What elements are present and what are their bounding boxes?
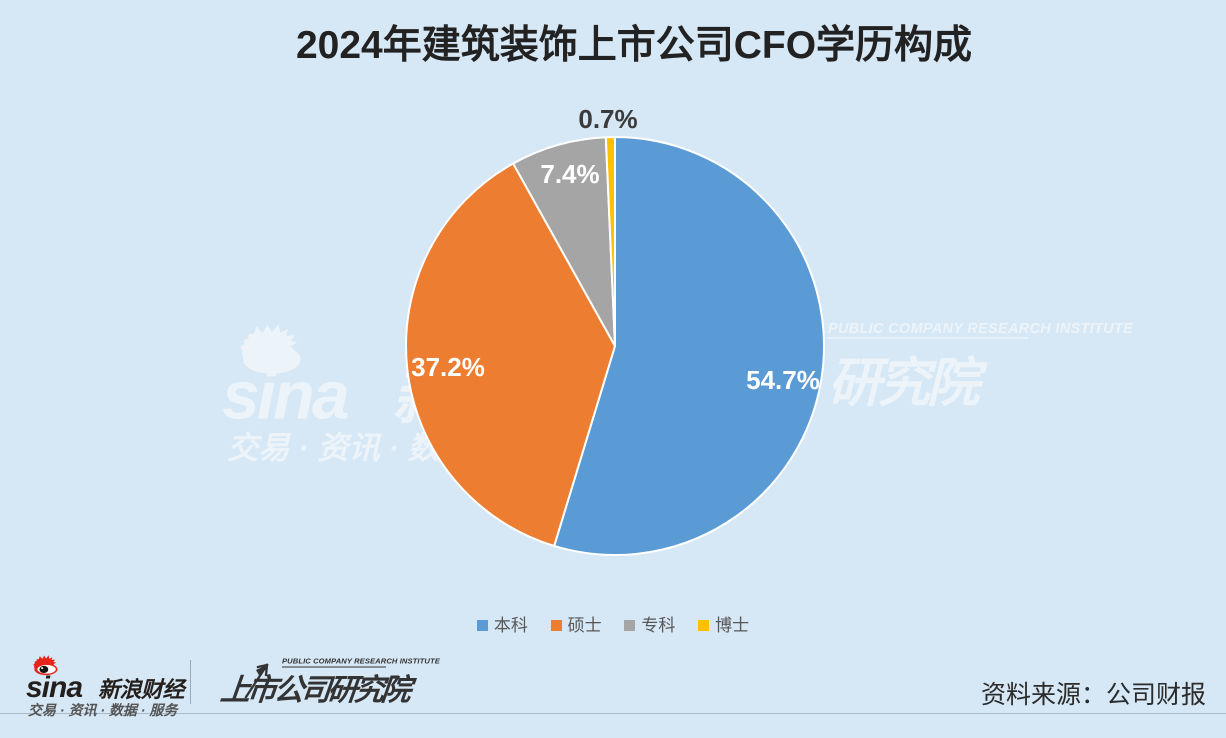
svg-text:研究院: 研究院 (828, 354, 988, 413)
svg-text:PUBLIC COMPANY RESEARCH INSTIT: PUBLIC COMPANY RESEARCH INSTITUTE (828, 321, 1134, 337)
svg-text:37.2%: 37.2% (411, 352, 485, 382)
svg-text:7.4%: 7.4% (540, 159, 599, 189)
svg-text:0.7%: 0.7% (578, 104, 637, 134)
svg-text:sina: sina (222, 359, 348, 434)
svg-text:54.7%: 54.7% (746, 365, 820, 395)
